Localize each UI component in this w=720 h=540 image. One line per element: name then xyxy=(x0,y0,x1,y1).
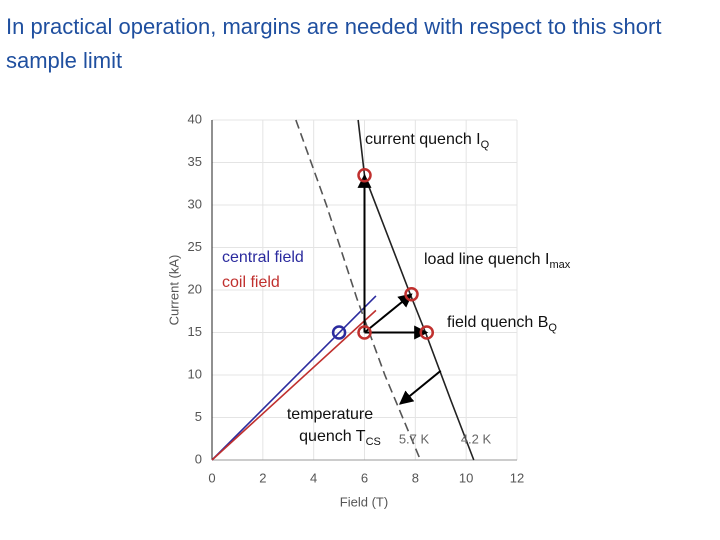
annotation-text: quench T xyxy=(299,428,366,445)
annotation-text: temperature xyxy=(287,406,373,423)
y-tick-label: 20 xyxy=(188,281,202,296)
series-line xyxy=(211,309,377,461)
series-label: 4.2 K xyxy=(461,431,492,446)
y-axis-label: Current (kA) xyxy=(166,255,181,326)
annotation-subscript: max xyxy=(549,259,570,271)
x-tick-label: 6 xyxy=(361,470,368,485)
series-line xyxy=(211,295,377,461)
quench-point xyxy=(404,287,419,302)
annotation-text: field quench B xyxy=(447,314,548,331)
series-label: 5.7 K xyxy=(399,431,430,446)
y-tick-label: 10 xyxy=(188,366,202,381)
y-tick-label: 40 xyxy=(188,111,202,126)
x-tick-label: 12 xyxy=(510,470,524,485)
y-tick-label: 0 xyxy=(195,451,202,466)
annotation-text: load line quench I xyxy=(424,251,549,268)
y-tick-label: 5 xyxy=(195,409,202,424)
quench-point xyxy=(331,325,347,340)
annotation-subscript: Q xyxy=(548,322,557,334)
x-tick-label: 4 xyxy=(310,470,317,485)
x-axis-label: Field (T) xyxy=(340,494,388,509)
annotation-text: current quench I xyxy=(365,131,481,148)
margin-arrow xyxy=(363,293,413,334)
y-tick-label: 25 xyxy=(188,239,202,254)
x-tick-label: 2 xyxy=(259,470,266,485)
y-tick-label: 30 xyxy=(188,196,202,211)
quench-point xyxy=(419,325,435,340)
annotation-subscript: Q xyxy=(481,139,490,151)
margin-arrow xyxy=(398,369,442,405)
quench-point xyxy=(357,325,372,340)
series-label: coil field xyxy=(222,274,280,291)
x-tick-label: 10 xyxy=(459,470,473,485)
annotation: current quench IQ xyxy=(365,131,490,151)
series-label: central field xyxy=(222,249,304,266)
annotation: load line quench Imax xyxy=(424,251,571,271)
slide-title: In practical operation, margins are need… xyxy=(6,14,662,73)
annotation-subscript: CS xyxy=(366,436,381,448)
y-tick-label: 15 xyxy=(188,324,202,339)
annotation: quench TCS xyxy=(299,428,381,448)
x-tick-label: 0 xyxy=(208,470,215,485)
series-line xyxy=(295,119,422,461)
x-tick-label: 8 xyxy=(412,470,419,485)
quench-point xyxy=(357,168,372,183)
annotation: temperature xyxy=(287,406,373,423)
y-tick-label: 35 xyxy=(188,154,202,169)
series-line xyxy=(357,119,475,461)
annotation: field quench BQ xyxy=(447,314,557,334)
